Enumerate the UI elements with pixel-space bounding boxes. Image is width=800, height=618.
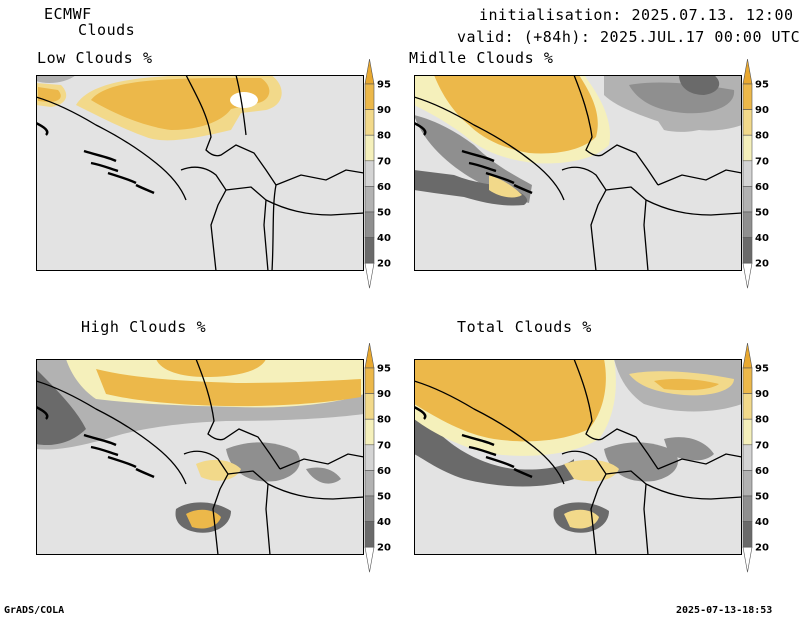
colorbar-segment — [364, 134, 375, 162]
colorbar-bottom-arrow — [364, 262, 375, 289]
colorbar-segment — [742, 237, 753, 264]
colorbar-tick-label: 40 — [377, 517, 391, 528]
colorbar-tick-label: 95 — [755, 364, 769, 375]
colorbar-segment — [364, 83, 375, 110]
colorbar-segment — [364, 160, 375, 187]
high-clouds-map — [36, 359, 364, 555]
colorbar-segment — [364, 470, 375, 497]
colorbar-tick-label: 40 — [755, 233, 769, 244]
colorbar-tick-label: 60 — [377, 466, 391, 477]
colorbar-segment — [364, 521, 375, 548]
render-timestamp: 2025-07-13-18:53 — [676, 605, 773, 616]
colorbar-segment — [364, 495, 375, 522]
colorbar-tick-label: 95 — [377, 80, 391, 91]
colorbar-segment — [742, 83, 753, 110]
product-name: Clouds — [78, 21, 136, 39]
colorbar-segment — [742, 444, 753, 471]
colorbar-tick-label: 90 — [755, 105, 769, 116]
colorbar-segment — [364, 367, 375, 394]
colorbar-top-arrow — [742, 342, 753, 369]
panel-title-middle-clouds: Midlle Clouds % — [409, 49, 554, 67]
colorbar-segment — [742, 109, 753, 136]
colorbar-tick-label: 60 — [755, 182, 769, 193]
colorbar-tick-label: 50 — [755, 492, 769, 503]
colorbar-tick-label: 80 — [755, 415, 769, 426]
colorbar-tick-label: 95 — [755, 80, 769, 91]
valid-time: valid: (+84h): 2025.JUL.17 00:00 UTC — [457, 28, 800, 46]
colorbar-segment — [364, 393, 375, 420]
total-clouds-colorbar: 20 40 50 60 70 80 90 95 — [742, 342, 769, 573]
colorbar-segment — [742, 393, 753, 420]
colorbar-top-arrow — [364, 342, 375, 369]
panel-title-low-clouds: Low Clouds % — [37, 49, 153, 67]
colorbar-tick-label: 50 — [377, 492, 391, 503]
colorbar-tick-label: 70 — [377, 156, 391, 167]
colorbar-segment — [742, 211, 753, 238]
colorbar-segment — [742, 521, 753, 548]
colorbar-segment — [364, 211, 375, 238]
colorbar-tick-label: 70 — [377, 440, 391, 451]
colorbar-tick-label: 95 — [377, 364, 391, 375]
panel-title-total-clouds: Total Clouds % — [457, 318, 592, 336]
colorbar-tick-label: 70 — [755, 440, 769, 451]
panel-title-high-clouds: High Clouds % — [81, 318, 207, 336]
colorbar-tick-label: 20 — [377, 543, 391, 554]
colorbar-top-arrow — [364, 58, 375, 85]
colorbar-tick-label: 40 — [377, 233, 391, 244]
low-clouds-colorbar: 20 40 50 60 70 80 90 95 — [364, 58, 391, 289]
colorbar-top-arrow — [742, 58, 753, 85]
colorbar-segment — [364, 237, 375, 264]
colorbar-bottom-arrow — [742, 546, 753, 573]
colorbar-segment — [742, 470, 753, 497]
colorbar-tick-label: 90 — [755, 389, 769, 400]
colorbar-bottom-arrow — [364, 546, 375, 573]
model-name: ECMWF — [44, 5, 92, 23]
colorbar-tick-label: 80 — [755, 131, 769, 142]
colorbar-tick-label: 20 — [755, 543, 769, 554]
initialisation-time: initialisation: 2025.07.13. 12:00 UTC — [479, 6, 800, 24]
colorbar-tick-label: 90 — [377, 389, 391, 400]
middle-clouds-map — [414, 75, 742, 271]
colorbar-tick-label: 60 — [377, 182, 391, 193]
colorbar-tick-label: 80 — [377, 131, 391, 142]
colorbar-bottom-arrow — [742, 262, 753, 289]
software-credit: GrADS/COLA — [4, 605, 65, 616]
colorbar-segment — [742, 418, 753, 446]
colorbar-segment — [742, 160, 753, 187]
colorbar-tick-label: 50 — [377, 208, 391, 219]
total-clouds-map — [414, 359, 742, 555]
colorbar-segment — [364, 444, 375, 471]
colorbar-tick-label: 80 — [377, 415, 391, 426]
colorbar-segment — [742, 495, 753, 522]
colorbar-tick-label: 90 — [377, 105, 391, 116]
colorbar-tick-label: 60 — [755, 466, 769, 477]
colorbar-tick-label: 70 — [755, 156, 769, 167]
colorbar-segment — [364, 186, 375, 213]
colorbar-segment — [742, 367, 753, 394]
low-clouds-map — [36, 75, 364, 271]
colorbar-tick-label: 40 — [755, 517, 769, 528]
colorbar-segment — [742, 186, 753, 213]
middle-clouds-colorbar: 20 40 50 60 70 80 90 95 — [742, 58, 769, 289]
colorbar-segment — [364, 109, 375, 136]
colorbar-segment — [742, 134, 753, 162]
colorbar-tick-label: 20 — [377, 259, 391, 270]
colorbar-tick-label: 50 — [755, 208, 769, 219]
colorbar-segment — [364, 418, 375, 446]
high-clouds-colorbar: 20 40 50 60 70 80 90 95 — [364, 342, 391, 573]
colorbar-tick-label: 20 — [755, 259, 769, 270]
